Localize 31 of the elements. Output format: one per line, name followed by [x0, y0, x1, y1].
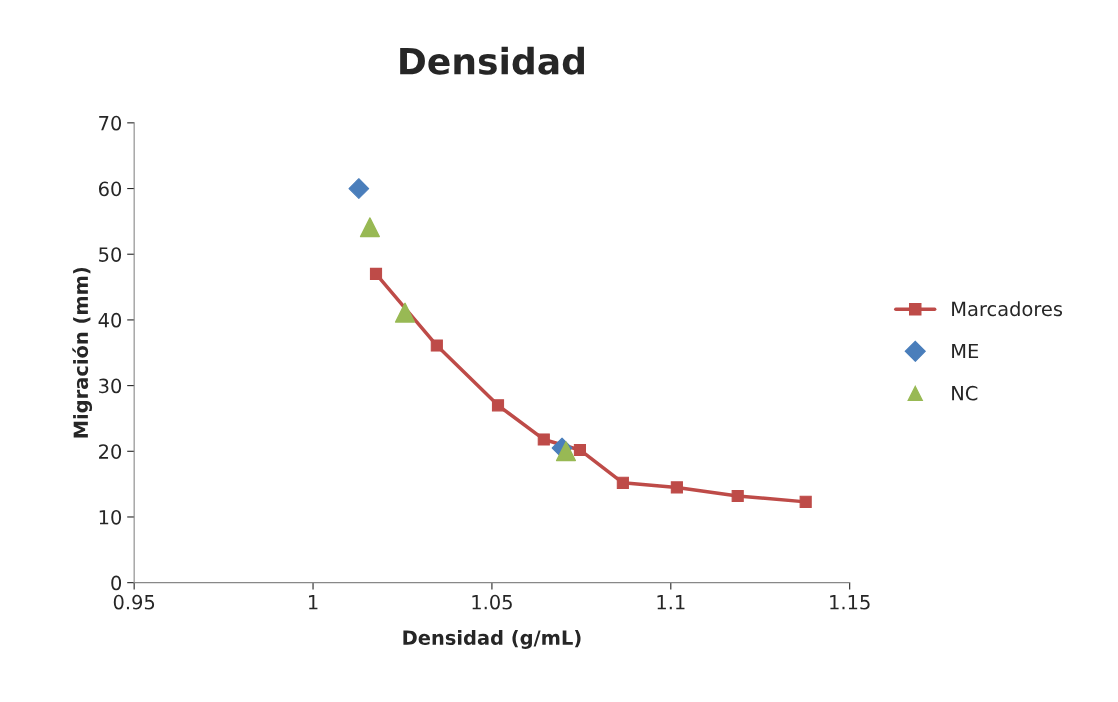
y-tick-label: 0 — [111, 575, 122, 591]
x-tick-label: 1.15 — [830, 595, 870, 610]
y-tick-label: 40 — [98, 312, 122, 328]
chart-title: Densidad — [400, 46, 584, 75]
legend-label: NC — [952, 385, 978, 401]
point — [348, 178, 370, 199]
point — [731, 489, 744, 503]
point — [359, 217, 380, 238]
y-tick-label: 50 — [99, 247, 122, 262]
y-tick-label: 30 — [99, 378, 122, 394]
y-tick-label: 10 — [99, 509, 122, 525]
y-tick-label: 20 — [99, 444, 122, 459]
x-axis-title: Densidad (g/mL) — [403, 629, 581, 649]
x-tick-label: 1.05 — [472, 594, 512, 610]
y-tick-label: 60 — [98, 181, 122, 197]
y-axis-title: Migración (mm) — [72, 267, 93, 438]
legend-label: Marcadores — [952, 301, 1063, 317]
point — [394, 302, 416, 323]
legend-label: ME — [952, 343, 979, 359]
y-tick-label: 70 — [99, 115, 122, 131]
point — [491, 399, 505, 412]
point — [369, 267, 383, 281]
point — [537, 433, 550, 446]
point — [799, 495, 812, 508]
x-tick-label: 0.95 — [113, 594, 155, 610]
point — [670, 481, 683, 494]
x-tick-label: 1.1 — [657, 595, 685, 610]
point — [573, 443, 586, 457]
point — [616, 476, 629, 489]
point — [430, 339, 443, 352]
x-tick-label: 1 — [308, 595, 318, 610]
